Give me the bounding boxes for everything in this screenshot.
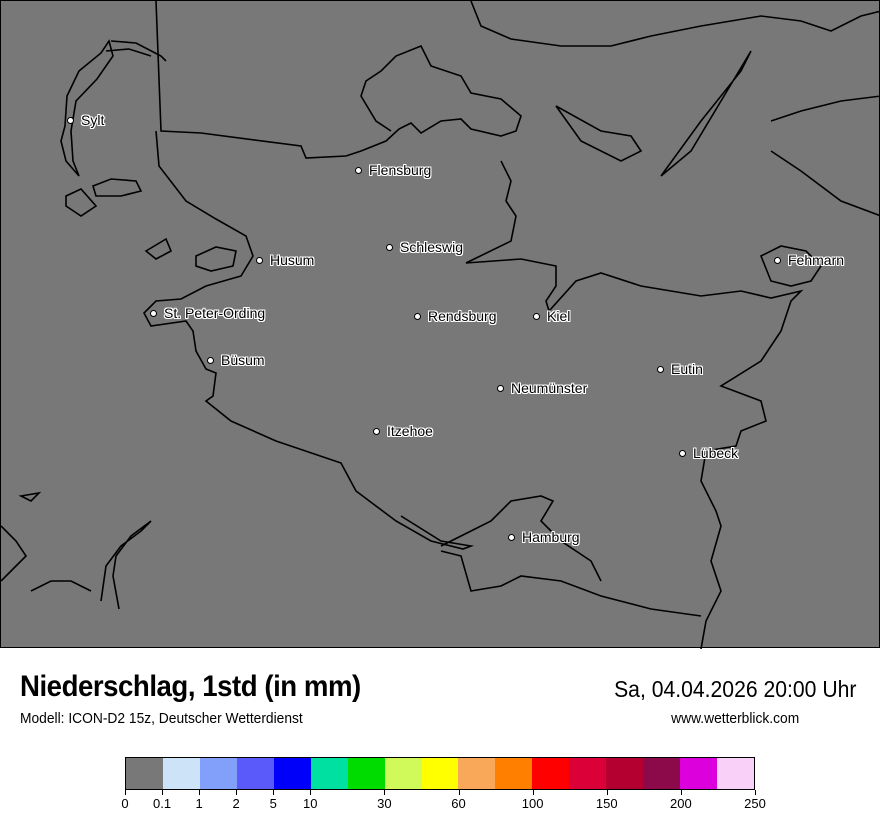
city-dot-icon: [207, 356, 214, 364]
city-label: Eutin: [671, 361, 703, 377]
legend-tick: [458, 790, 460, 795]
legend-swatch: [569, 758, 607, 789]
legend-tick: [680, 790, 682, 795]
city-marker: Lübeck: [679, 445, 738, 461]
city-label: Fehmarn: [788, 252, 845, 268]
city-dot-icon: [533, 312, 540, 320]
legend-tick: [199, 790, 201, 795]
legend-swatch: [458, 758, 496, 789]
city-dot-icon: [373, 427, 380, 435]
city-marker: St. Peter-Ording: [150, 305, 265, 321]
sylt-coast: [60, 39, 167, 177]
city-label: Rendsburg: [428, 308, 497, 324]
city-dot-icon: [355, 166, 362, 174]
city-marker: Schleswig: [386, 239, 463, 255]
city-dot-icon: [414, 312, 421, 320]
legend-tick: [162, 790, 164, 795]
legend-swatch: [273, 758, 311, 789]
legend-swatch: [347, 758, 385, 789]
city-dot-icon: [256, 256, 263, 264]
city-marker: Neumünster: [497, 380, 587, 396]
islands: [18, 178, 237, 502]
color-legend: [125, 757, 755, 790]
legend-tick: [532, 790, 534, 795]
legend-swatch: [421, 758, 459, 789]
city-marker: Itzehoe: [373, 423, 433, 439]
city-label: Lübeck: [693, 445, 739, 461]
legend-tick: [384, 790, 386, 795]
legend-swatch: [680, 758, 717, 789]
legend-swatch: [532, 758, 570, 789]
legend-tick: [310, 790, 312, 795]
city-marker: Rendsburg: [414, 308, 497, 324]
legend-tick-label: 60: [451, 796, 466, 811]
city-dot-icon: [657, 365, 664, 373]
forecast-datetime: Sa, 04.04.2026 20:00 Uhr: [613, 676, 856, 702]
city-dot-icon: [150, 309, 157, 317]
legend-swatch: [126, 758, 163, 789]
west-coast: [143, 130, 475, 550]
legend-tick-label: 0: [121, 796, 129, 811]
legend-swatch: [236, 758, 274, 789]
city-dot-icon: [67, 116, 74, 124]
legend-tick-label: 150: [595, 796, 618, 811]
legend-tick: [273, 790, 275, 795]
city-marker: Hamburg: [508, 529, 580, 545]
city-label: Kiel: [547, 308, 571, 324]
legend-swatch: [162, 758, 200, 789]
legend-tick-label: 0.1: [153, 796, 172, 811]
legend-tick-label: 250: [744, 796, 766, 811]
legend-swatch: [495, 758, 533, 789]
city-dot-icon: [679, 449, 686, 457]
city-label: Hamburg: [522, 529, 580, 545]
legend-swatch: [643, 758, 681, 789]
legend-tick-label: 10: [303, 796, 318, 811]
coastline-layer: [1, 1, 880, 649]
border-coast: [155, 1, 880, 159]
city-marker: Büsum: [207, 352, 265, 368]
city-label: Schleswig: [400, 239, 464, 255]
city-label: St. Peter-Ording: [164, 305, 266, 321]
city-marker: Husum: [256, 252, 314, 268]
legend-tick: [236, 790, 238, 795]
precipitation-map: Sylt Flensburg Schleswig Husum St. Peter-Ord…: [0, 0, 880, 649]
legend-tick: [755, 790, 756, 795]
city-marker: Flensburg: [355, 162, 431, 178]
city-dot-icon: [508, 533, 515, 541]
city-marker: Eutin: [657, 361, 703, 377]
legend-tick-label: 30: [377, 796, 392, 811]
legend-tick: [606, 790, 608, 795]
city-dot-icon: [386, 243, 393, 251]
city-marker: Fehmarn: [774, 252, 844, 268]
website-link[interactable]: www.wetterblick.com: [670, 710, 799, 727]
elbe-coast: [1, 495, 702, 617]
city-label: Itzehoe: [387, 423, 433, 439]
east-coast: [465, 50, 880, 649]
city-label: Flensburg: [369, 162, 432, 178]
legend-swatch: [717, 758, 754, 789]
city-label: Sylt: [81, 112, 105, 128]
legend-swatch: [199, 758, 237, 789]
city-label: Büsum: [221, 352, 265, 368]
legend-tick-label: 200: [670, 796, 692, 811]
legend-swatch: [310, 758, 348, 789]
legend-tick-label: 1: [195, 796, 203, 811]
legend-swatch: [606, 758, 644, 789]
legend-tick: [125, 790, 126, 795]
legend-tick-label: 5: [269, 796, 277, 811]
legend-tick-label: 100: [521, 796, 544, 811]
model-source: Modell: ICON-D2 15z, Deutscher Wetterdie…: [20, 710, 303, 727]
legend-tick-label: 2: [232, 796, 240, 811]
map-title: Niederschlag, 1std (in mm): [20, 670, 361, 703]
city-dot-icon: [497, 384, 504, 392]
city-label: Neumünster: [511, 380, 588, 396]
legend-swatch: [384, 758, 422, 789]
city-dot-icon: [774, 256, 781, 264]
city-label: Husum: [270, 252, 315, 268]
city-marker: Sylt: [67, 112, 104, 128]
city-marker: Kiel: [533, 308, 570, 324]
